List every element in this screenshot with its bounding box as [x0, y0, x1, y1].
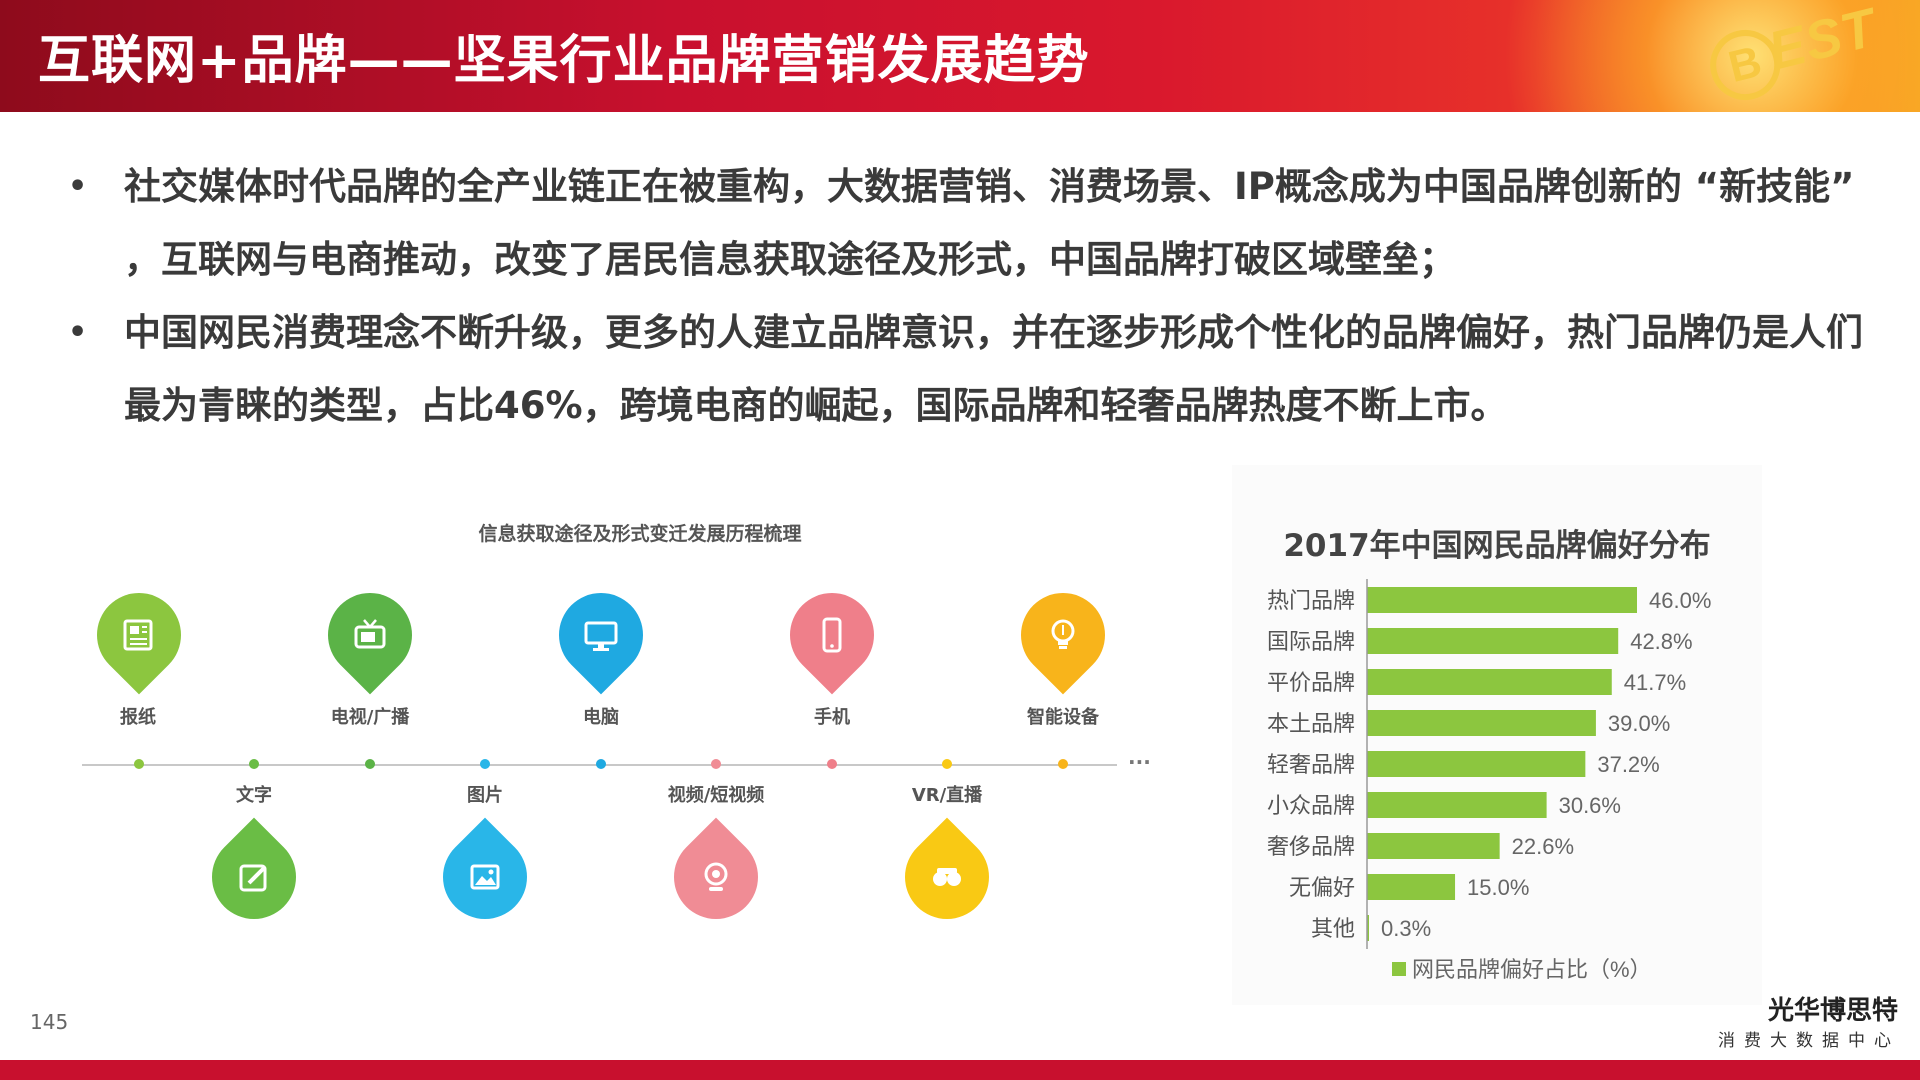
bar	[1367, 792, 1547, 818]
category-label: 小众品牌	[1267, 793, 1355, 818]
bar	[1367, 833, 1500, 859]
timeline-ellipsis: ...	[1128, 745, 1151, 769]
timeline-label: 文字	[236, 785, 272, 806]
webcam-icon	[674, 835, 758, 919]
timeline-dot	[1058, 759, 1068, 769]
slide-title: 互联网+品牌——坚果行业品牌营销发展趋势	[38, 31, 1090, 91]
brand-preference-chart: 2017年中国网民品牌偏好分布 热门品牌 46.0% 国际品牌 42.8% 平价品牌 41…	[1232, 465, 1762, 1005]
legend-swatch	[1392, 962, 1406, 976]
bar	[1367, 710, 1596, 736]
newspaper-icon	[97, 593, 181, 677]
bar	[1367, 587, 1637, 613]
timeline-label: 视频/短视频	[667, 785, 765, 806]
timeline-label: 手机	[814, 707, 850, 728]
bullet-item: • 中国网民消费理念不断升级，更多的人建立品牌意识，并在逐步形成个性化的品牌偏好…	[68, 296, 1868, 442]
category-label: 本土品牌	[1267, 711, 1355, 736]
timeline-node-video	[656, 817, 776, 937]
legend-label: 网民品牌偏好占比（%）	[1412, 957, 1652, 982]
category-label: 无偏好	[1289, 875, 1355, 900]
timeline-dot	[596, 759, 606, 769]
bullet-text: 社交媒体时代品牌的全产业链正在被重构，大数据营销、消费场景、IP概念成为中国品牌…	[124, 165, 1855, 281]
value-label: 37.2%	[1597, 752, 1659, 777]
timeline-label: 智能设备	[1027, 707, 1099, 728]
header-banner: 互联网+品牌——坚果行业品牌营销发展趋势 B EST	[0, 0, 1920, 112]
timeline-title: 信息获取途径及形式变迁发展历程梳理	[478, 523, 802, 545]
timeline-label: 报纸	[120, 707, 156, 728]
timeline-dot	[827, 759, 837, 769]
value-label: 22.6%	[1512, 834, 1574, 859]
bullet-marker: •	[68, 315, 88, 350]
timeline-dot	[249, 759, 259, 769]
footer-bar	[0, 1060, 1920, 1080]
bar	[1367, 915, 1369, 941]
value-label: 42.8%	[1630, 629, 1692, 654]
page-number: 145	[30, 1010, 69, 1034]
value-label: 30.6%	[1559, 793, 1621, 818]
chart-title: 2017年中国网民品牌偏好分布	[1283, 528, 1711, 564]
category-label: 其他	[1311, 916, 1355, 941]
timeline-node-tv	[310, 575, 430, 695]
timeline-node-newspaper	[79, 575, 199, 695]
bullet-text: 中国网民消费理念不断升级，更多的人建立品牌意识，并在逐步形成个性化的品牌偏好，热…	[124, 311, 1863, 427]
chart-plot: 热门品牌 46.0% 国际品牌 42.8% 平价品牌 41.7% 本土品牌 39.0% 轻奢品牌…	[1267, 579, 1711, 982]
category-label: 奢侈品牌	[1267, 834, 1355, 859]
category-label: 热门品牌	[1267, 588, 1355, 613]
value-label: 0.3%	[1381, 916, 1431, 941]
best-logo-word: EST	[1762, 0, 1883, 82]
pencil-icon	[212, 835, 296, 919]
timeline-node-vr	[887, 817, 1007, 937]
phone-icon	[790, 593, 874, 677]
timeline-node-computer	[541, 575, 661, 695]
category-label: 国际品牌	[1267, 629, 1355, 654]
value-label: 41.7%	[1624, 670, 1686, 695]
timeline-label: VR/直播	[911, 785, 983, 806]
timeline-dot	[480, 759, 490, 769]
timeline-dot	[711, 759, 721, 769]
picture-icon	[443, 835, 527, 919]
timeline-node-text	[194, 817, 314, 937]
timeline-label: 图片	[467, 785, 503, 806]
company-name: 光华博思特	[1767, 996, 1898, 1026]
timeline-label: 电脑	[583, 707, 619, 728]
timeline-dot	[134, 759, 144, 769]
timeline-label: 电视/广播	[330, 707, 410, 728]
bullet-list: • 社交媒体时代品牌的全产业链正在被重构，大数据营销、消费场景、IP概念成为中国…	[68, 150, 1868, 442]
timeline-node-image	[425, 817, 545, 937]
bullet-marker: •	[68, 169, 88, 204]
timeline-node-smart-device	[1003, 575, 1123, 695]
value-label: 39.0%	[1608, 711, 1670, 736]
timeline-dot	[365, 759, 375, 769]
value-label: 15.0%	[1467, 875, 1529, 900]
timeline-dot	[942, 759, 952, 769]
vr-glasses-icon	[905, 835, 989, 919]
lightbulb-icon	[1021, 593, 1105, 677]
tv-icon	[328, 593, 412, 677]
category-label: 平价品牌	[1267, 670, 1355, 695]
category-label: 轻奢品牌	[1267, 752, 1355, 777]
bar	[1367, 751, 1586, 777]
company-subtitle: 消费大数据中心	[1718, 1031, 1900, 1051]
header-glow	[1440, 0, 1920, 112]
bullet-item: • 社交媒体时代品牌的全产业链正在被重构，大数据营销、消费场景、IP概念成为中国…	[68, 150, 1868, 296]
bar	[1367, 874, 1456, 900]
bar	[1367, 669, 1612, 695]
timeline-node-phone	[772, 575, 892, 695]
bar	[1367, 628, 1619, 654]
timeline-figure: 信息获取途径及形式变迁发展历程梳理 ... 报纸 电视/广播 电脑 手机	[70, 505, 1170, 975]
monitor-icon	[559, 593, 643, 677]
value-label: 46.0%	[1649, 588, 1711, 613]
